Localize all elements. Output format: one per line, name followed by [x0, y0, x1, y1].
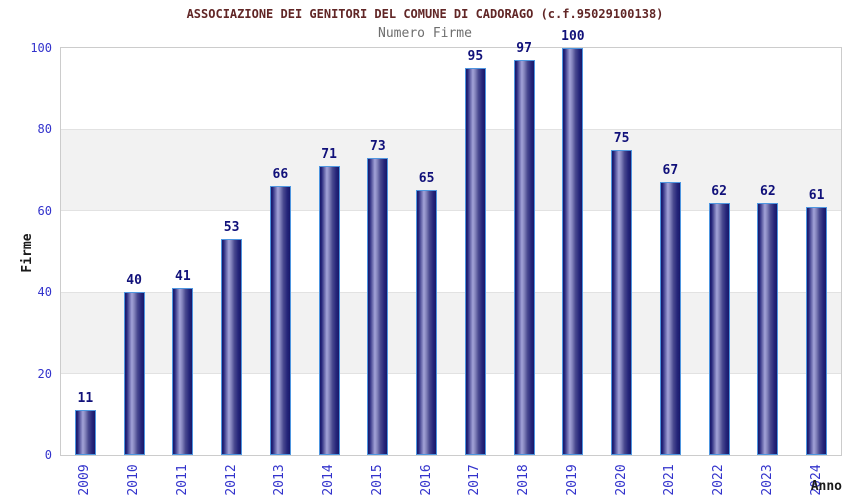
chart-subtitle: Numero Firme — [378, 26, 472, 41]
x-tick-label: 2013 — [272, 464, 288, 496]
y-axis-title: Firme — [20, 233, 35, 273]
y-tick-label: 40 — [37, 285, 52, 300]
x-tick-label: 2010 — [126, 464, 142, 496]
bar-2023 — [757, 203, 779, 455]
bar-2009 — [74, 410, 96, 455]
x-axis-title: Anno — [810, 479, 842, 494]
bar-2012 — [221, 239, 243, 455]
bar-2015 — [367, 158, 389, 455]
bar-value-label: 41 — [175, 269, 191, 284]
bar-2014 — [318, 166, 340, 455]
bar-value-label: 71 — [321, 147, 337, 162]
plot-area: 11 40 41 53 66 71 73 65 95 97 100 75 67 62 62 61 — [60, 30, 842, 456]
bar-2010 — [123, 292, 145, 455]
y-tick-label: 80 — [37, 122, 52, 137]
bar-value-label: 11 — [77, 391, 94, 406]
x-tick-label: 2017 — [467, 464, 483, 496]
y-tick-label: 0 — [44, 448, 52, 462]
bar-value-label: 61 — [808, 188, 825, 203]
bar-2021 — [659, 182, 681, 455]
bar-value-label: 40 — [126, 273, 142, 288]
x-tick-label: 2012 — [223, 464, 239, 496]
x-tick-label: 2015 — [369, 464, 385, 496]
x-tick-label: 2014 — [321, 464, 337, 496]
bar-value-label: 100 — [561, 29, 585, 44]
bar-2013 — [269, 186, 291, 455]
grid-band — [61, 129, 841, 211]
bar-value-label: 62 — [760, 184, 776, 199]
y-tick-label: 60 — [37, 203, 52, 218]
bar-2017 — [464, 68, 486, 455]
x-tick-label: 2020 — [613, 464, 629, 496]
bar-2024 — [806, 207, 828, 455]
x-tick-label: 2019 — [564, 464, 580, 496]
chart-title: ASSOCIAZIONE DEI GENITORI DEL COMUNE DI … — [186, 7, 664, 21]
x-tick-label: 2009 — [77, 464, 93, 496]
x-tick-label: 2023 — [759, 464, 775, 496]
bar-value-label: 65 — [418, 171, 435, 186]
bar-value-label: 95 — [467, 49, 484, 64]
bar-value-label: 62 — [711, 184, 727, 199]
bar-2022 — [708, 203, 730, 455]
y-tick-label: 100 — [30, 41, 52, 55]
x-tick-label: 2022 — [711, 464, 727, 496]
y-tick-label: 20 — [37, 366, 52, 381]
bar-value-label: 97 — [516, 41, 532, 56]
bar-2011 — [172, 288, 194, 455]
x-tick-label: 2011 — [174, 464, 190, 496]
bar-value-label: 66 — [272, 167, 289, 182]
x-tick-label: 2018 — [516, 464, 532, 496]
x-tick-label: 2021 — [662, 464, 678, 496]
bar-value-label: 75 — [613, 131, 630, 146]
x-tick-label: 2016 — [418, 464, 434, 496]
bar-2018 — [513, 60, 535, 455]
bar-2019 — [562, 48, 584, 455]
bar-2016 — [416, 190, 438, 455]
bar-2020 — [611, 150, 633, 455]
bar-value-label: 67 — [662, 163, 679, 178]
bar-value-label: 53 — [223, 220, 240, 235]
bar-value-label: 73 — [370, 139, 386, 154]
